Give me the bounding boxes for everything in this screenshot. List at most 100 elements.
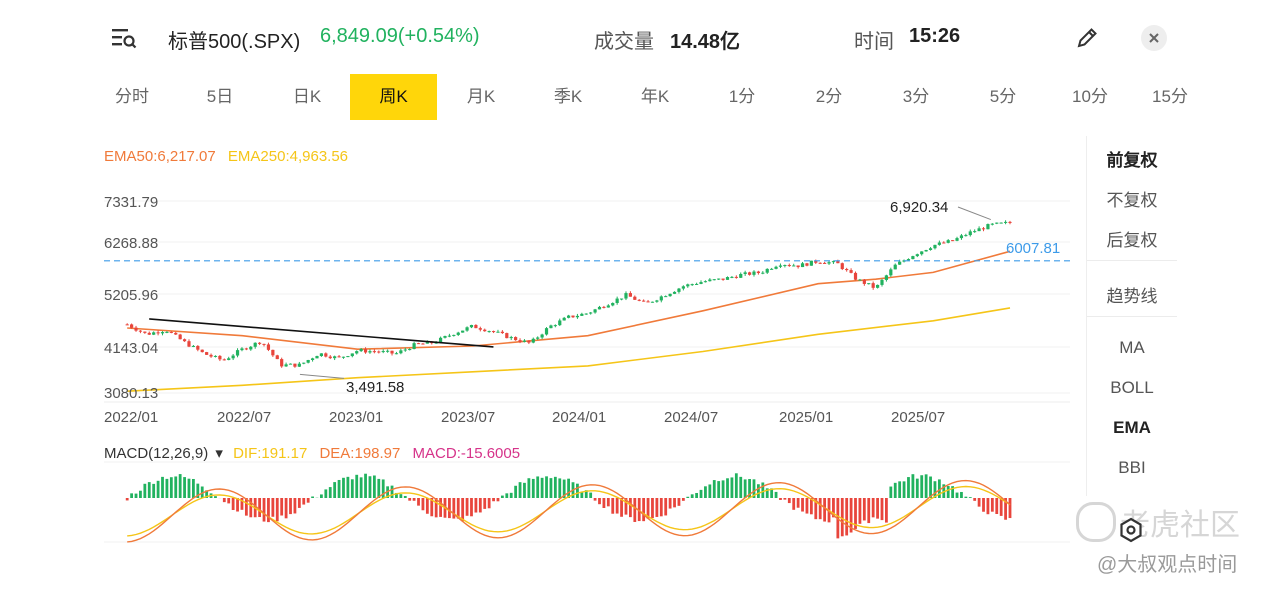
trendline-tool[interactable]: 趋势线: [1106, 287, 1158, 306]
candle-body: [125, 324, 129, 326]
macd-bar: [320, 494, 323, 498]
macd-bar: [606, 498, 610, 507]
candle-body: [721, 278, 725, 280]
candle-body: [774, 266, 778, 269]
macd-bar: [372, 475, 376, 498]
candle-body: [831, 261, 836, 263]
candle-body: [756, 271, 760, 274]
macd-bar: [999, 498, 1003, 516]
tab-quarterly-k[interactable]: 季K: [553, 87, 583, 106]
overlay-bbi[interactable]: BBI: [1118, 458, 1146, 477]
macd-bar: [192, 478, 195, 498]
macd-bar: [487, 498, 491, 509]
candle-body: [315, 356, 319, 359]
candle-body: [805, 263, 809, 266]
candle-body: [253, 342, 257, 347]
macd-bar: [549, 478, 553, 498]
adjust-forward[interactable]: 前复权: [1106, 151, 1158, 170]
tab-2min[interactable]: 2分: [815, 87, 843, 106]
candle-body: [160, 332, 165, 334]
menu-search-icon[interactable]: [110, 26, 138, 50]
tab-10min[interactable]: 10分: [1072, 87, 1108, 106]
macd-bar: [509, 492, 513, 498]
close-button[interactable]: [1141, 25, 1167, 51]
macd-bar: [743, 479, 747, 498]
candle-body: [553, 325, 557, 327]
candle-body: [664, 296, 668, 298]
pencil-icon[interactable]: [1074, 25, 1100, 51]
candle-body: [646, 301, 650, 303]
macd-bar: [796, 498, 800, 508]
candle-body: [862, 279, 866, 284]
candle-body: [597, 306, 602, 310]
candle-body: [981, 228, 986, 230]
candle-body: [1008, 221, 1012, 223]
candle-body: [964, 235, 968, 237]
candle-body: [986, 224, 990, 230]
candle-body: [514, 337, 518, 341]
macd-bar: [346, 476, 350, 498]
macd-bar: [222, 498, 226, 503]
candle-body: [469, 324, 474, 328]
stock-title: 标普500(.SPX): [168, 31, 301, 53]
tab-1min[interactable]: 1分: [728, 87, 756, 106]
candle-body: [942, 242, 946, 244]
candle-body: [280, 359, 284, 367]
macd-bar: [995, 498, 999, 514]
tab-monthly-k[interactable]: 月K: [466, 87, 496, 106]
candle-body: [536, 337, 540, 339]
candle-body: [686, 284, 690, 287]
candle-body: [258, 342, 262, 344]
macd-bar: [946, 486, 950, 498]
overlay-ma[interactable]: MA: [1119, 338, 1145, 357]
high-annotation: 6,920.34: [890, 199, 948, 216]
trendline[interactable]: [149, 318, 494, 348]
candle-body: [778, 265, 783, 267]
macd-bar: [196, 483, 200, 498]
candle-body: [898, 261, 902, 265]
macd-bar: [889, 486, 893, 498]
macd-bar: [589, 492, 593, 498]
tab-5min[interactable]: 5分: [989, 87, 1017, 106]
candle-body: [443, 336, 447, 338]
macd-bar: [726, 478, 729, 498]
tab-weekly-k[interactable]: 周K: [350, 74, 437, 120]
tab-yearly-k[interactable]: 年K: [640, 87, 670, 106]
macd-bar: [540, 477, 544, 498]
overlay-boll[interactable]: BOLL: [1110, 378, 1154, 397]
tab-5day[interactable]: 5日: [206, 87, 234, 106]
macd-bar: [558, 478, 562, 498]
candle-body: [337, 356, 341, 358]
macd-bar: [289, 498, 292, 515]
candle-body: [624, 293, 628, 299]
low-leader: [299, 373, 345, 379]
candle-body: [946, 240, 950, 243]
candle-body: [324, 353, 328, 357]
candle-body: [293, 363, 297, 367]
macd-bar: [262, 498, 266, 522]
macd-legend[interactable]: MACD(12,26,9) ▾ DIF:191.17 DEA:198.97 MA…: [104, 445, 520, 462]
settings-icon[interactable]: [1118, 517, 1144, 543]
overlay-ema[interactable]: EMA: [1113, 418, 1151, 437]
adjust-none[interactable]: 不复权: [1106, 191, 1158, 210]
candle-body: [951, 240, 955, 242]
tab-intraday[interactable]: 分时: [115, 87, 149, 106]
candle-body: [637, 299, 641, 301]
candle-body: [227, 358, 231, 361]
macd-bar: [390, 485, 394, 498]
macd-bar: [408, 498, 412, 501]
adjust-backward[interactable]: 后复权: [1106, 231, 1158, 250]
tab-3min[interactable]: 3分: [902, 87, 930, 106]
macd-bar: [474, 498, 478, 513]
candle-body: [147, 332, 151, 335]
macd-bar: [527, 478, 531, 498]
candle-body: [734, 276, 738, 278]
macd-bar: [990, 498, 994, 512]
candle-body: [1003, 221, 1008, 223]
tab-daily-k[interactable]: 日K: [292, 87, 322, 106]
macd-bar: [514, 485, 518, 498]
macd-bar: [284, 498, 288, 519]
tab-15min[interactable]: 15分: [1152, 87, 1188, 106]
candle-body: [792, 265, 796, 267]
kline-chart[interactable]: EMA50:6,217.07 EMA250:4,963.56 7331.79 6…: [100, 136, 1075, 546]
